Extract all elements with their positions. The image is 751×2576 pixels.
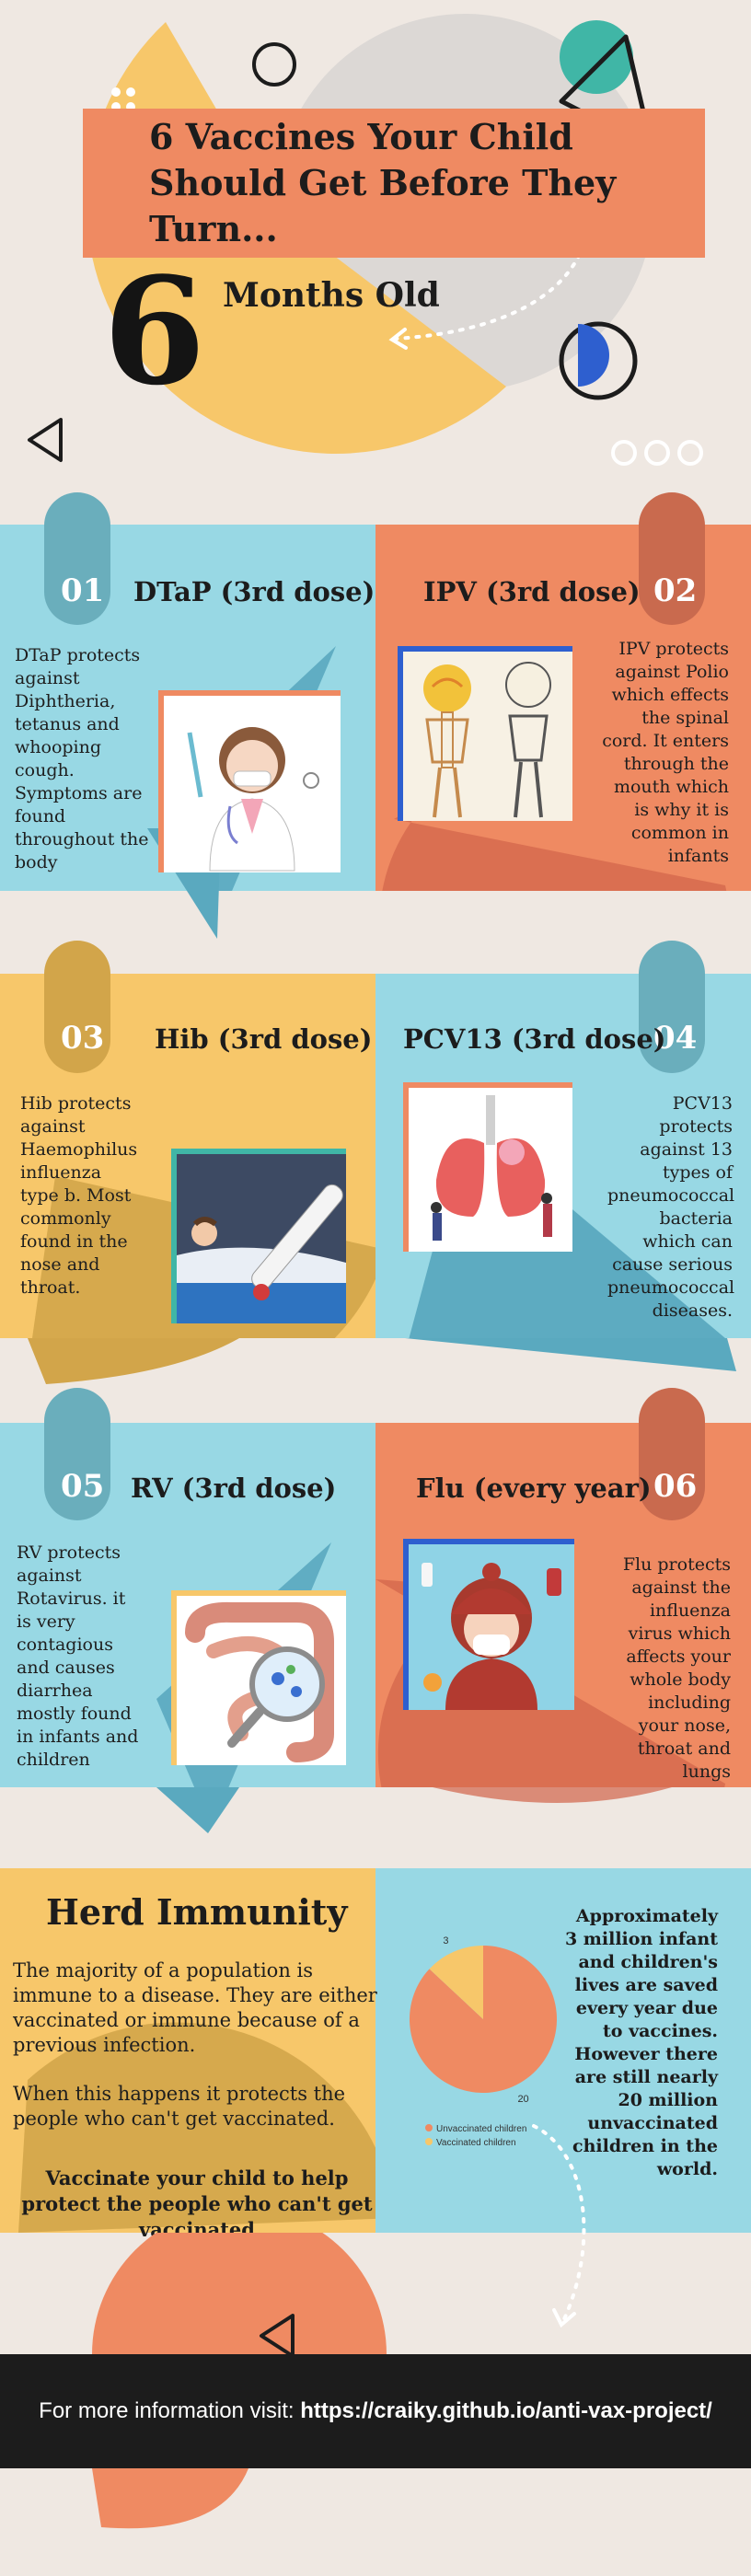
dotted-arrow-shape <box>394 210 591 341</box>
bottom-dotted-arrow <box>532 2124 586 2328</box>
vaccine-desc-3: Hib protects against Haemophilus influen… <box>20 1093 138 1298</box>
lungs-illustration <box>403 1082 572 1252</box>
footer-link[interactable]: https://craiky.github.io/anti-vax-projec… <box>300 2398 712 2423</box>
herd-paragraph-2: When this happens it protects the people… <box>13 2083 346 2130</box>
doctor-illustration <box>158 690 341 872</box>
legend-label: Vaccinated children <box>436 2138 516 2148</box>
flu-girl-illustration <box>403 1539 574 1710</box>
vaccine-number-5: 05 <box>61 1468 105 1505</box>
big-number: 6 <box>103 245 206 418</box>
vaccine-number-1: 01 <box>61 572 105 609</box>
panel-6-shape <box>433 1787 672 1803</box>
vaccine-title-6: Flu (every year) <box>416 1473 652 1504</box>
vaccine-title-2: IPV (3rd dose) <box>423 576 641 607</box>
vaccine-title-1: DTaP (3rd dose) <box>133 576 376 607</box>
footer-prefix: For more information visit: <box>39 2398 301 2423</box>
panel-5-triangle <box>156 1787 239 1833</box>
footer-decoration <box>92 2233 387 2529</box>
number-pill-3 <box>44 941 110 1073</box>
panel-3-shape <box>28 1338 239 1384</box>
vaccine-title-4: PCV13 (3rd dose) <box>403 1023 666 1055</box>
pie-slice-vaccinated-children <box>429 1946 483 2019</box>
number-pill-4 <box>639 941 705 1073</box>
vaccine-number-6: 06 <box>653 1468 698 1505</box>
pie-value-label: 3 <box>443 1935 448 1946</box>
herd-statistic: Approximately 3 million infant and child… <box>564 1906 718 2179</box>
legend-label: Unvaccinated children <box>436 2124 526 2134</box>
panel-decoration <box>18 2022 376 2233</box>
number-pill-2 <box>639 492 705 625</box>
herd-title: Herd Immunity <box>46 1891 348 1933</box>
number-pill-5 <box>44 1388 110 1520</box>
vaccine-desc-4: PCV13 protects against 13 types of pneum… <box>607 1093 735 1321</box>
herd-callout: Vaccinate your child to help protect the… <box>21 2166 373 2241</box>
footer-bar <box>0 2354 751 2468</box>
outline-circle-shape <box>252 42 296 87</box>
teal-circle-shape <box>560 20 633 94</box>
herd-panel-left <box>0 1868 376 2233</box>
vaccine-number-4: 04 <box>653 1020 698 1057</box>
blue-half-shape <box>578 324 609 387</box>
left-triangle-shape <box>28 418 63 462</box>
vaccine-number-3: 03 <box>61 1020 105 1057</box>
pie-value-label: 20 <box>517 2094 528 2105</box>
vaccine-number-2: 02 <box>653 572 698 609</box>
title-band <box>83 109 705 258</box>
vaccine-title-3: Hib (3rd dose) <box>155 1023 373 1055</box>
vaccine-desc-2: IPV protects against Polio which effects… <box>602 639 729 866</box>
legend-swatch <box>425 2138 433 2145</box>
panel-4-shape <box>405 1338 736 1371</box>
panel-decoration <box>382 755 727 891</box>
herd-paragraph-1: The majority of a population is immune t… <box>13 1959 377 2056</box>
subtitle: Months Old <box>223 276 440 315</box>
orange-bottom-shape <box>92 2468 248 2529</box>
legend-swatch <box>425 2124 433 2131</box>
bottom-triangle-shape <box>260 2314 295 2358</box>
page-title: 6 Vaccines Your Child Should Get Before … <box>149 116 617 249</box>
vaccine-desc-5: RV protects against Rotavirus. it is ver… <box>17 1542 139 1770</box>
pie-chart: 20 3 Unvaccinated children Vaccinated child… <box>410 1935 557 2148</box>
vaccine-title-5: RV (3rd dose) <box>131 1473 337 1504</box>
skeleton-illustration <box>398 646 572 821</box>
vaccine-desc-6: Flu protects against the influenza virus… <box>622 1554 731 1782</box>
orange-semicircle-shape <box>92 2233 387 2354</box>
sick-patient-illustration <box>171 1149 346 1323</box>
vaccine-desc-1: DTaP protects against Diphtheria, tetanu… <box>15 645 149 872</box>
three-rings-shape <box>611 440 703 466</box>
intestines-illustration <box>171 1590 346 1765</box>
ring-shape <box>559 321 638 400</box>
number-pill-1 <box>44 492 110 625</box>
footer-text: For more information visit: https://crai… <box>0 2398 751 2424</box>
number-pill-6 <box>639 1388 705 1520</box>
